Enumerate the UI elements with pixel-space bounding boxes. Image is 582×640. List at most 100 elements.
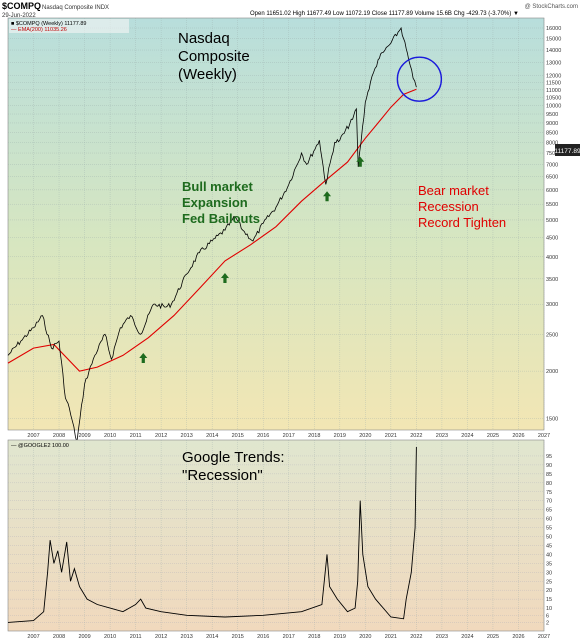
price-x-tick-2016: 2016 xyxy=(257,433,269,439)
trends-x-tick-2009: 2009 xyxy=(78,634,90,640)
bull-annotation-line-3: Fed Bailouts xyxy=(182,211,260,226)
trends-title-line-1: Google Trends: xyxy=(182,449,285,466)
buy-arrows xyxy=(139,156,365,364)
price-x-tick-2019: 2019 xyxy=(334,433,346,439)
price-x-tick-2009: 2009 xyxy=(78,433,90,439)
trends-y-tick-30: 30 xyxy=(546,570,552,576)
price-x-tick-2021: 2021 xyxy=(385,433,397,439)
trends-y-tick-35: 35 xyxy=(546,561,552,567)
highlight-circle xyxy=(396,56,443,102)
quote-label: Open 11651.02 High 11677.49 Low 11072.19… xyxy=(250,11,519,17)
ema-200-line xyxy=(7,88,417,372)
price-x-tick-2026: 2026 xyxy=(512,433,524,439)
price-y-tick-2000: 2000 xyxy=(546,369,558,375)
trends-y-tick-25: 25 xyxy=(546,579,552,585)
trends-x-tick-2026: 2026 xyxy=(512,634,524,640)
price-x-tick-2022: 2022 xyxy=(410,433,422,439)
ema-legend: — EMA(200) 11035.26 xyxy=(11,27,67,33)
trends-x-tick-2027: 2027 xyxy=(538,634,550,640)
price-panel-bg xyxy=(7,17,545,431)
trends-x-tick-2013: 2013 xyxy=(181,634,193,640)
price-y-tick-8000: 8000 xyxy=(546,140,558,146)
price-x-axis: 2007 2008 2009 2010 2011 2012 2013 2014 2015 2016… xyxy=(27,433,550,439)
trends-x-tick-2023: 2023 xyxy=(436,634,448,640)
price-x-tick-2013: 2013 xyxy=(181,433,193,439)
price-y-tick-6500: 6500 xyxy=(546,175,558,181)
bull-annotation-line-2: Expansion xyxy=(182,195,248,210)
price-x-tick-2012: 2012 xyxy=(155,433,167,439)
price-y-tick-5000: 5000 xyxy=(546,218,558,224)
trends-x-tick-2021: 2021 xyxy=(385,634,397,640)
price-y-tick-10500: 10500 xyxy=(546,96,561,102)
date-label: 29-Jun-2022 xyxy=(2,13,36,19)
trends-y-tick-70: 70 xyxy=(546,499,552,505)
price-x-tick-2010: 2010 xyxy=(104,433,116,439)
trends-y-tick-65: 65 xyxy=(546,508,552,514)
price-y-tick-5500: 5500 xyxy=(546,202,558,208)
trends-x-tick-2025: 2025 xyxy=(487,634,499,640)
price-y-tick-14000: 14000 xyxy=(546,48,561,54)
trends-y-tick-6: 6 xyxy=(546,613,549,619)
trends-y-tick-85: 85 xyxy=(546,472,552,478)
price-title-line-2: Composite xyxy=(178,48,250,65)
price-y-tick-1500: 1500 xyxy=(546,417,558,423)
price-y-tick-3500: 3500 xyxy=(546,277,558,283)
trends-x-tick-2012: 2012 xyxy=(155,634,167,640)
bull-annotation-line-1: Bull market xyxy=(182,179,253,194)
trends-title-line-2: "Recession" xyxy=(182,467,263,484)
price-x-tick-2007: 2007 xyxy=(27,433,39,439)
trends-x-tick-2015: 2015 xyxy=(232,634,244,640)
trends-y-tick-90: 90 xyxy=(546,463,552,469)
trends-x-tick-2022: 2022 xyxy=(410,634,422,640)
price-x-tick-2017: 2017 xyxy=(283,433,295,439)
price-y-tick-2500: 2500 xyxy=(546,332,558,338)
trends-y-tick-75: 75 xyxy=(546,490,552,496)
trends-y-tick-10: 10 xyxy=(546,606,552,612)
trends-x-tick-2010: 2010 xyxy=(104,634,116,640)
trends-x-tick-2011: 2011 xyxy=(130,634,142,640)
bear-annotation-line-2: Recession xyxy=(418,199,479,214)
price-x-tick-2015: 2015 xyxy=(232,433,244,439)
bear-annotation-line-1: Bear market xyxy=(418,183,489,198)
trends-grid xyxy=(8,440,545,631)
price-y-tick-12000: 12000 xyxy=(546,73,561,79)
watermark-label: @ StockCharts.com xyxy=(525,4,578,10)
price-x-tick-2014: 2014 xyxy=(206,433,218,439)
price-y-tick-4500: 4500 xyxy=(546,235,558,241)
price-x-tick-2020: 2020 xyxy=(359,433,371,439)
trends-x-tick-2017: 2017 xyxy=(283,634,295,640)
price-y-tick-8500: 8500 xyxy=(546,130,558,136)
price-tag-bg xyxy=(555,144,580,156)
index-name-label: Nasdaq Composite INDX xyxy=(42,5,109,11)
price-title-line-1: Nasdaq xyxy=(178,30,230,47)
price-x-tick-2023: 2023 xyxy=(436,433,448,439)
price-y-tick-6000: 6000 xyxy=(546,188,558,194)
price-y-tick-15000: 15000 xyxy=(546,37,561,43)
price-x-tick-2008: 2008 xyxy=(53,433,65,439)
price-y-tick-10000: 10000 xyxy=(546,104,561,110)
trends-y-tick-50: 50 xyxy=(546,535,552,541)
price-x-tick-2018: 2018 xyxy=(308,433,320,439)
trends-y-tick-2: 2 xyxy=(546,620,549,626)
trends-x-tick-2014: 2014 xyxy=(206,634,218,640)
price-y-tick-16000: 16000 xyxy=(546,26,561,32)
trends-x-tick-2020: 2020 xyxy=(359,634,371,640)
trends-x-tick-2016: 2016 xyxy=(257,634,269,640)
price-y-tick-7000: 7000 xyxy=(546,162,558,168)
trends-x-tick-2019: 2019 xyxy=(334,634,346,640)
symbol-label: $COMPQ xyxy=(2,1,41,11)
price-tag: 11177.89 xyxy=(554,148,581,155)
trends-y-tick-80: 80 xyxy=(546,481,552,487)
price-y-tick-9000: 9000 xyxy=(546,121,558,127)
price-series-legend: ■ $COMPQ (Weekly) 11177.89 xyxy=(11,21,86,27)
price-y-tick-11500: 11500 xyxy=(546,80,561,86)
bear-annotation-line-3: Record Tighten xyxy=(418,215,506,230)
price-y-tick-3000: 3000 xyxy=(546,302,558,308)
trends-y-tick-15: 15 xyxy=(546,597,552,603)
trends-y-tick-55: 55 xyxy=(546,526,552,532)
price-y-tick-13000: 13000 xyxy=(546,60,561,66)
price-y-tick-9500: 9500 xyxy=(546,112,558,118)
price-y-tick-11000: 11000 xyxy=(546,88,561,94)
price-x-tick-2027: 2027 xyxy=(538,433,550,439)
